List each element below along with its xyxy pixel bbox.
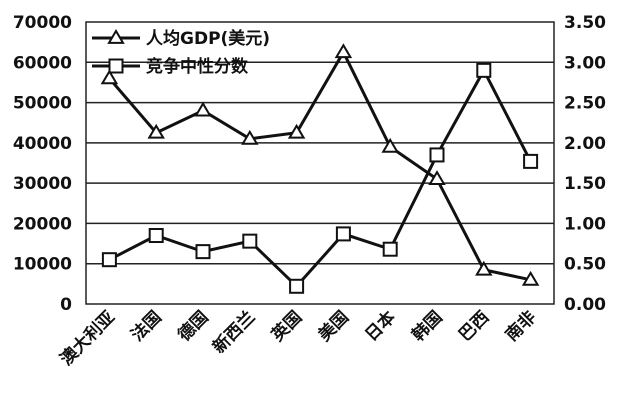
category-tick-label: 法国 xyxy=(127,307,166,346)
data-point xyxy=(334,43,353,59)
right-tick-label: 3.00 xyxy=(564,53,606,73)
right-tick-label: 1.50 xyxy=(564,174,606,194)
category-tick-label: 南非 xyxy=(501,307,540,346)
left-tick-label: 60000 xyxy=(13,53,72,73)
series-group xyxy=(100,43,540,294)
data-point xyxy=(523,153,539,169)
category-tick-label: 韩国 xyxy=(408,307,447,346)
data-point xyxy=(289,278,305,294)
right-tick-label: 2.50 xyxy=(564,94,606,114)
left-tick-label: 0 xyxy=(60,295,72,315)
right-tick-label: 0.50 xyxy=(564,255,606,275)
category-tick-label: 日本 xyxy=(361,307,400,346)
left-axis-ticks: 0 10000 20000 30000 40000 50000 60000 70000 xyxy=(13,13,72,315)
data-point xyxy=(241,129,259,145)
data-point xyxy=(242,233,258,249)
data-point xyxy=(429,147,445,163)
data-point xyxy=(475,260,493,276)
right-tick-label: 1.00 xyxy=(564,214,606,234)
data-point xyxy=(335,226,351,242)
data-point xyxy=(381,137,399,153)
series-2 xyxy=(101,62,539,294)
data-point xyxy=(100,69,119,85)
grid-lines xyxy=(86,61,554,265)
left-tick-label: 20000 xyxy=(13,214,72,234)
category-tick-label: 新西兰 xyxy=(208,307,259,358)
plot-area xyxy=(85,21,555,305)
data-point xyxy=(148,228,164,244)
data-point xyxy=(194,101,212,117)
legend-marker xyxy=(107,29,125,44)
category-tick-label: 澳大利亚 xyxy=(56,307,119,370)
category-tick-label: 德国 xyxy=(174,307,213,346)
data-point xyxy=(101,252,117,268)
data-point xyxy=(147,123,165,139)
legend-label: 竞争中性分数 xyxy=(146,56,249,77)
data-point xyxy=(195,244,211,260)
data-point xyxy=(287,123,306,139)
data-point xyxy=(521,270,540,286)
right-tick-label: 2.00 xyxy=(564,134,606,154)
legend: 人均GDP(美元) 竞争中性分数 xyxy=(92,28,270,77)
series-1 xyxy=(100,43,540,286)
left-tick-label: 70000 xyxy=(13,13,72,33)
data-point xyxy=(476,62,492,78)
series-line xyxy=(108,49,531,282)
legend-label: 人均GDP(美元) xyxy=(146,28,270,49)
category-tick-label: 巴西 xyxy=(455,307,493,345)
category-tick-label: 美国 xyxy=(314,307,353,346)
left-tick-label: 50000 xyxy=(13,94,72,114)
data-point xyxy=(382,241,398,257)
category-tick-label: 英国 xyxy=(267,307,306,346)
left-tick-label: 30000 xyxy=(13,174,72,194)
legend-marker xyxy=(108,58,124,74)
data-point xyxy=(428,170,446,186)
right-tick-label: 3.50 xyxy=(564,13,606,33)
right-axis-ticks: 0.00 0.50 1.00 1.50 2.00 2.50 3.00 3.50 xyxy=(564,13,606,315)
left-tick-label: 10000 xyxy=(13,255,72,275)
left-tick-label: 40000 xyxy=(13,134,72,154)
right-tick-label: 0.00 xyxy=(564,295,606,315)
series-line xyxy=(108,67,532,289)
